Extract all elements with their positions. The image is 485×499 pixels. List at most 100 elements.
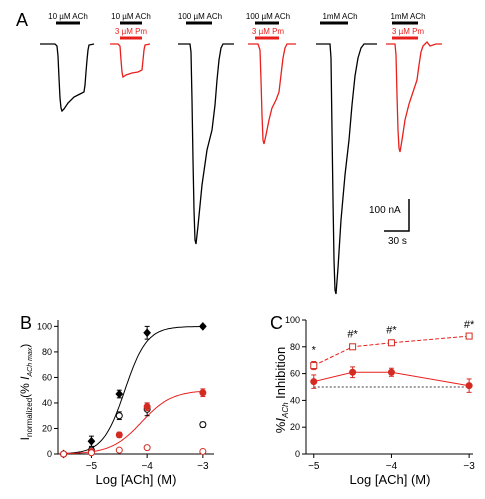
current-trace-1 [40,43,95,113]
panel-b-filled-black-point-2 [115,389,124,399]
current-trace-6 [386,41,442,153]
panel-c-significance-0: * [312,345,317,357]
trace-4: 100 µM ACh 3 µM Pm [246,12,296,145]
panel-b-x-tick-label: −5 [86,461,98,472]
ach-label-6: 1mM ACh [390,12,425,21]
panel-b-y-tick-label: 100 [37,321,52,331]
panel-c-line-filled-red-solid [313,371,470,387]
panel-b-filled-black-point-4 [198,322,207,331]
panel-c-y-label-post: Inhibition [273,347,288,403]
panel-b-y-tick-label: 80 [42,347,52,357]
panel-b-y-tick-label: 20 [42,423,52,433]
panel-b-y-label: Inormalized(% IACh max) [18,344,34,441]
panel-b-data-points [59,322,207,459]
panel-b-open-red-point-4 [199,447,207,455]
panel-c-open-red-dashed-point-1 [349,343,357,351]
panel-b-y-label-i: I [18,376,32,380]
panel-a: A 10 µM ACh 10 µM ACh 3 µM Pm 100 µM ACh… [16,10,442,295]
panel-b-y-tick-label: 40 [42,398,52,408]
panel-c-y-label: %IACh Inhibition [273,347,290,433]
scale-bar-lines [384,199,410,232]
panel-b-y-label-paren: (% [18,380,32,398]
panel-b-y-label-isub: ACh max [27,347,34,377]
panel-b-fit-curves [63,326,203,455]
panel-c-line-open-red-dashed [313,335,470,367]
panel-b-y-label-sub: normalized [25,398,34,437]
current-trace-5 [316,43,377,295]
scale-bar: 100 nA 30 s [369,199,410,247]
ach-label-4: 100 µM ACh [246,12,290,21]
current-trace-4 [248,43,296,145]
panel-c-open-red-dashed-point-0 [310,362,318,370]
panel-b-filled-red-point-2 [115,431,123,439]
panel-b-open-black-point-4 [199,421,207,429]
panel-c-open-red-dashed-point-2 [387,339,395,347]
panel-c-annotations: * #* #* #* [312,319,475,356]
panel-c-y-tick-label: 80 [290,342,300,352]
trace-6: 1mM ACh 3 µM Pm [386,12,442,153]
panel-c-significance-3: #* [464,319,475,331]
pm-label-2: 3 µM Pm [115,27,148,36]
panel-c-data-points [310,332,473,393]
panel-c-y-tick-label: 100 [285,315,300,325]
pm-label-4: 3 µM Pm [252,27,285,36]
panel-c-series-lines [313,335,470,387]
panel-b-y-tick-label: 60 [42,372,52,382]
panel-c-filled-red-solid-point-0 [310,378,318,386]
panel-c-filled-red-solid-point-1 [349,368,357,376]
panel-c-filled-red-solid-point-2 [387,368,395,376]
scale-current-label: 100 nA [369,205,401,216]
panel-b-y-label-close: ) [18,344,32,348]
panel-c-y-label-pre: % [273,421,288,433]
panel-b-fit-red [63,390,203,455]
panel-b-filled-red-point-4 [199,389,207,397]
panel-b-x-tick-label: −4 [141,461,153,472]
ach-label-1: 10 µM ACh [48,12,88,21]
panel-c-x-tick-label: −5 [308,461,320,472]
panel-b-y-tick-label: 0 [47,449,52,459]
panel-c-y-tick-label: 20 [290,422,300,432]
pm-label-6: 3 µM Pm [392,27,425,36]
panel-c-x-tick-label: −3 [463,461,475,472]
panel-c-y-tick-label: 60 [290,369,300,379]
panel-b-filled-black-point-3 [143,328,152,338]
panel-c-x-label: Log [ACh] (M) [350,472,431,487]
current-trace-2 [110,43,151,79]
panel-c-filled-red-solid-point-3 [465,382,473,390]
panel-b: B −5 −4 −3 0 20 40 60 80 100 Log [ACh] (M) Inorm… [18,313,214,487]
trace-3: 100 µM ACh [178,12,234,245]
panel-b-filled-red-point-3 [143,403,151,411]
panel-b-x-label: Log [ACh] (M) [96,472,177,487]
panel-b-open-red-point-3 [143,444,151,452]
panel-c-x-tick-label: −4 [386,461,398,472]
panel-b-open-red-point-1 [87,449,95,457]
panel-c: C −5 −4 −3 0 20 40 60 80 100 * #* #* #* Log [ACh] (… [270,313,475,487]
panel-b-open-red-point-0 [60,450,68,458]
ach-label-3: 100 µM ACh [178,12,222,21]
current-trace-3 [178,43,234,245]
panel-c-significance-2: #* [386,324,397,336]
trace-2: 10 µM ACh 3 µM Pm [110,12,151,79]
panel-c-ticks: −5 −4 −3 0 20 40 60 80 100 [285,315,475,472]
scale-time-label: 30 s [388,236,407,247]
panel-c-y-label-sub: ACh [281,402,290,419]
ach-label-2: 10 µM ACh [111,12,151,21]
ach-label-5: 1mM ACh [322,12,357,21]
panel-c-open-red-dashed-point-3 [465,332,473,340]
panel-c-significance-1: #* [347,328,358,340]
trace-1: 10 µM ACh [40,12,95,113]
trace-5: 1mM ACh [316,12,377,295]
panel-b-fit-black [63,326,203,454]
panel-c-letter: C [270,313,283,333]
panel-b-filled-black-point-1 [87,436,96,446]
panel-a-letter: A [16,10,28,30]
panel-b-y-label-main: I [18,437,32,440]
panel-c-y-tick-label: 0 [295,449,300,459]
panel-c-y-label-i: I [273,418,288,422]
panel-b-open-black-point-2 [115,412,123,420]
panel-b-x-tick-label: −3 [197,461,209,472]
panel-b-letter: B [20,313,32,333]
panel-c-y-tick-label: 40 [290,395,300,405]
panel-b-open-red-point-2 [115,446,123,454]
